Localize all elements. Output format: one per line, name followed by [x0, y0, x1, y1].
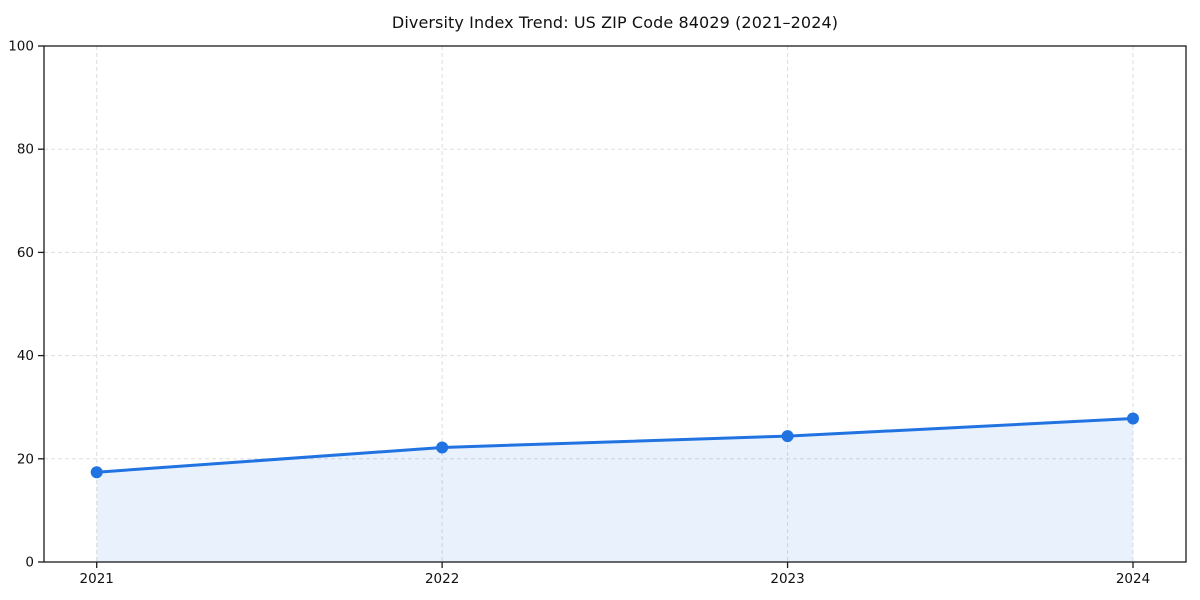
x-tick-label: 2023 — [770, 571, 804, 587]
data-point — [436, 441, 449, 454]
area-fill-layer — [96, 418, 1134, 562]
x-tick-label: 2021 — [80, 571, 114, 587]
data-point — [1127, 412, 1139, 425]
y-tick-label: 60 — [17, 245, 34, 261]
data-point — [781, 430, 794, 443]
tick-labels-layer: 0 20 40 60 80 100 2021 2022 2023 2024 — [8, 39, 1150, 588]
y-tick-label: 40 — [17, 348, 34, 364]
data-point — [90, 466, 103, 479]
trend-line-layer — [95, 417, 1135, 474]
area-fill — [96, 418, 1134, 562]
axes-frame — [43, 45, 1187, 563]
data-points-layer — [90, 412, 1139, 479]
x-tick-label: 2024 — [1116, 571, 1150, 587]
y-tick-label: 80 — [17, 142, 34, 158]
y-tick-label: 20 — [17, 451, 34, 467]
gridlines-layer — [44, 46, 1186, 562]
chart-title: Diversity Index Trend: US ZIP Code 84029… — [391, 13, 839, 32]
trend-line — [95, 417, 1135, 474]
y-tick-label: 0 — [25, 555, 34, 571]
x-tick-label: 2022 — [425, 571, 459, 587]
tick-marks-layer — [38, 45, 1134, 568]
axes-frame-layer — [43, 45, 1187, 563]
y-tick-label: 100 — [8, 39, 34, 55]
